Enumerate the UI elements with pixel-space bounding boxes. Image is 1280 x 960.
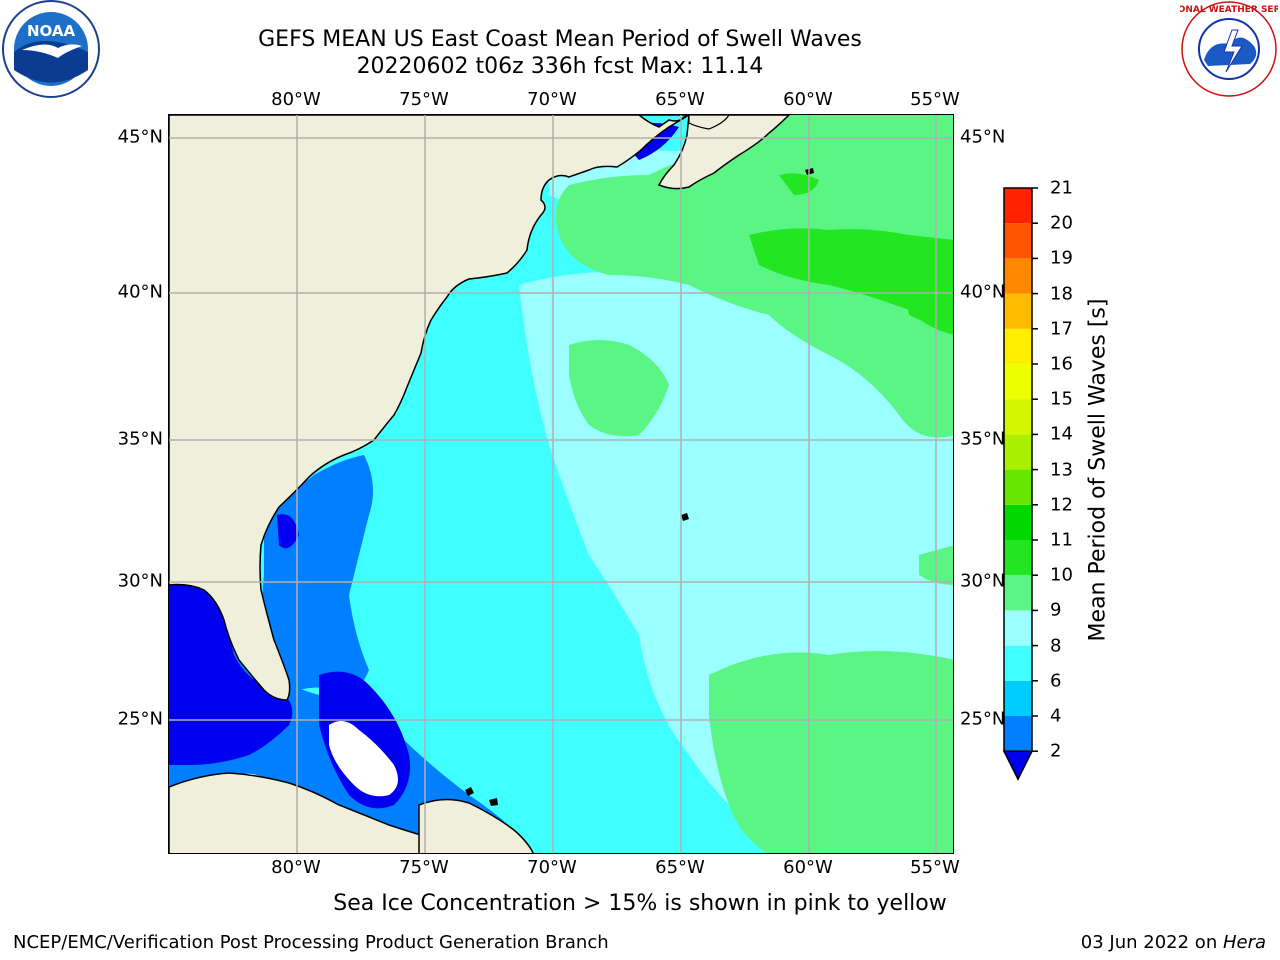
colorbar-label: 6 bbox=[1050, 670, 1062, 692]
colorbar-label: 17 bbox=[1050, 318, 1073, 340]
lon-tick-top: 65°W bbox=[655, 89, 705, 110]
footer-date-text: 03 Jun 2022 on bbox=[1080, 932, 1223, 953]
colorbar-title: Mean Period of Swell Waves [s] bbox=[1085, 298, 1111, 642]
lon-tick-top: 75°W bbox=[399, 89, 449, 110]
lon-tick-bottom: 80°W bbox=[271, 857, 321, 878]
colorbar-segment bbox=[1004, 188, 1032, 224]
colorbar-segment bbox=[1004, 540, 1032, 576]
graticule bbox=[169, 115, 953, 853]
swell-zone-blue bbox=[262, 455, 373, 691]
colorbar-segment bbox=[1004, 258, 1032, 294]
footer-host: Hera bbox=[1222, 932, 1266, 953]
island bbox=[489, 798, 498, 806]
colorbar-label: 20 bbox=[1050, 212, 1073, 234]
land-maritimes bbox=[657, 115, 791, 190]
lat-tick-right: 40°N bbox=[960, 281, 1006, 303]
lat-tick-right: 30°N bbox=[960, 570, 1006, 592]
colorbar-segment bbox=[1004, 364, 1032, 400]
footer-credit: NCEP/EMC/Verification Post Processing Pr… bbox=[13, 932, 609, 953]
chart-subtitle: 20220602 t06z 336h fcst Max: 11.14 bbox=[356, 54, 764, 79]
colorbar-label: 19 bbox=[1050, 247, 1073, 269]
colorbar-segment bbox=[1004, 645, 1032, 681]
colorbar-label: 9 bbox=[1050, 599, 1062, 621]
lat-tick-left: 25°N bbox=[117, 708, 163, 730]
colorbar-label: 12 bbox=[1050, 494, 1073, 516]
colorbar bbox=[1000, 186, 1100, 790]
nws-ring-text: NATIONAL WEATHER SERVICE bbox=[1180, 5, 1278, 15]
colorbar-label: 8 bbox=[1050, 635, 1062, 657]
island bbox=[465, 787, 474, 796]
lon-tick-bottom: 70°W bbox=[527, 857, 577, 878]
lat-tick-left: 40°N bbox=[117, 281, 163, 303]
colorbar-segment bbox=[1004, 223, 1032, 259]
swell-zone-green bbox=[569, 340, 669, 437]
lon-tick-top: 80°W bbox=[271, 89, 321, 110]
lat-tick-left: 45°N bbox=[117, 126, 163, 148]
chart-title: GEFS MEAN US East Coast Mean Period of S… bbox=[258, 27, 862, 52]
colorbar-label: 15 bbox=[1050, 388, 1073, 410]
lon-tick-top: 70°W bbox=[527, 89, 577, 110]
colorbar-segment bbox=[1004, 399, 1032, 435]
swell-zone-bright-green bbox=[749, 228, 953, 335]
colorbar-label: 4 bbox=[1050, 705, 1062, 727]
noaa-logo-icon: NOAA bbox=[0, 0, 102, 100]
sea-ice-note: Sea Ice Concentration > 15% is shown in … bbox=[0, 891, 1280, 916]
lon-tick-top: 60°W bbox=[783, 89, 833, 110]
colorbar-under-triangle bbox=[1002, 750, 1034, 781]
lat-tick-left: 30°N bbox=[117, 570, 163, 592]
nws-logo-icon: NATIONAL WEATHER SERVICE bbox=[1154, 0, 1280, 98]
lon-tick-bottom: 75°W bbox=[399, 857, 449, 878]
lon-tick-bottom: 65°W bbox=[655, 857, 705, 878]
colorbar-segment bbox=[1004, 293, 1032, 329]
colorbar-label: 2 bbox=[1050, 740, 1062, 762]
colorbar-label: 11 bbox=[1050, 529, 1073, 551]
lat-tick-right: 35°N bbox=[960, 428, 1006, 450]
colorbar-label: 18 bbox=[1050, 283, 1073, 305]
colorbar-label: 13 bbox=[1050, 459, 1073, 481]
colorbar-svg bbox=[1002, 187, 1038, 781]
colorbar-segment bbox=[1004, 716, 1032, 752]
colorbar-segment bbox=[1004, 504, 1032, 540]
colorbar-segment bbox=[1004, 434, 1032, 470]
colorbar-label: 10 bbox=[1050, 564, 1073, 586]
land-hispaniola bbox=[418, 798, 534, 853]
lat-tick-right: 45°N bbox=[960, 126, 1006, 148]
swell-zone-green bbox=[709, 651, 953, 853]
lon-tick-top: 55°W bbox=[910, 89, 960, 110]
lat-tick-right: 25°N bbox=[960, 708, 1006, 730]
colorbar-segment bbox=[1004, 610, 1032, 646]
footer-date: 03 Jun 2022 on Hera bbox=[1081, 932, 1266, 953]
lat-tick-left: 35°N bbox=[117, 428, 163, 450]
island bbox=[681, 513, 689, 521]
swell-zone-green bbox=[555, 115, 953, 438]
colorbar-label: 16 bbox=[1050, 353, 1073, 375]
noaa-logo-text: NOAA bbox=[27, 22, 76, 40]
land-newfoundland bbox=[688, 115, 730, 130]
lon-tick-bottom: 55°W bbox=[910, 857, 960, 878]
land-north-america bbox=[169, 115, 691, 701]
colorbar-segment bbox=[1004, 575, 1032, 611]
map-panel bbox=[168, 114, 954, 854]
colorbar-segment bbox=[1004, 469, 1032, 505]
colorbar-label: 14 bbox=[1050, 423, 1073, 445]
colorbar-segment bbox=[1004, 328, 1032, 364]
colorbar-segment bbox=[1004, 680, 1032, 716]
lon-tick-bottom: 60°W bbox=[783, 857, 833, 878]
sea-ice-note-text: Sea Ice Concentration > 15% is shown in … bbox=[333, 891, 947, 916]
swell-zone-dark-blue bbox=[277, 514, 299, 549]
bahamas-bank bbox=[329, 721, 398, 797]
colorbar-label: 21 bbox=[1050, 177, 1073, 199]
